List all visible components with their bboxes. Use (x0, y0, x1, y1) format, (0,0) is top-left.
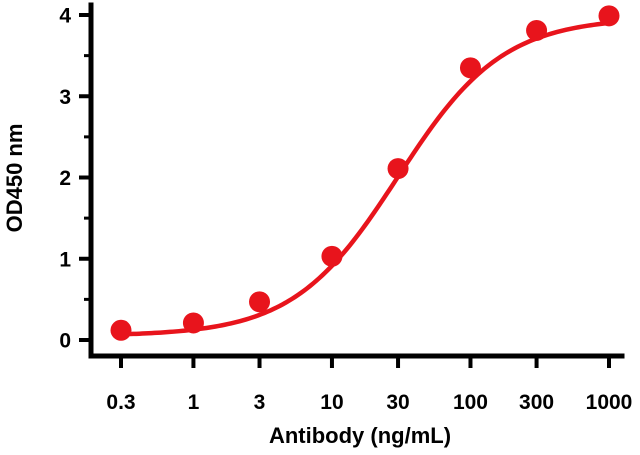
y-tick-label: 3 (59, 86, 71, 109)
data-points-layer (110, 5, 620, 341)
x-axis: 0.3 1 3 10 30 100 300 1000 (88, 353, 633, 414)
data-point (598, 5, 620, 27)
y-axis-title: OD450 nm (2, 124, 27, 233)
x-tick-label: 10 (320, 391, 343, 414)
x-tick-label: 1 (188, 391, 200, 414)
x-tick-label: 100 (453, 391, 488, 414)
x-tick-label: 300 (519, 391, 554, 414)
y-tick-label: 1 (59, 248, 71, 271)
data-point (182, 312, 204, 334)
data-point (387, 158, 409, 180)
data-point (526, 19, 548, 41)
data-point (249, 291, 271, 313)
x-tick-label: 3 (254, 391, 266, 414)
data-point (459, 57, 481, 79)
fit-curve-layer (120, 20, 610, 337)
x-tick-label: 30 (386, 391, 409, 414)
y-tick-label: 2 (59, 167, 71, 190)
y-tick-label: 0 (59, 330, 71, 353)
data-point (110, 319, 132, 341)
y-tick-label: 4 (59, 5, 71, 28)
x-axis-title: Antibody (ng/mL) (269, 423, 451, 448)
fit-curve (120, 20, 610, 337)
y-axis: 0 1 2 3 4 (59, 2, 94, 359)
data-point (321, 245, 343, 267)
x-tick-label: 0.3 (106, 391, 135, 414)
x-tick-label: 1000 (586, 391, 633, 414)
